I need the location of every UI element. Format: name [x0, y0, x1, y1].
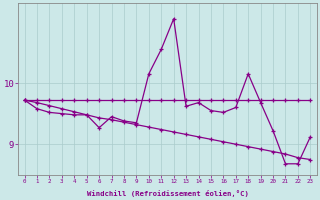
X-axis label: Windchill (Refroidissement éolien,°C): Windchill (Refroidissement éolien,°C)	[86, 190, 248, 197]
